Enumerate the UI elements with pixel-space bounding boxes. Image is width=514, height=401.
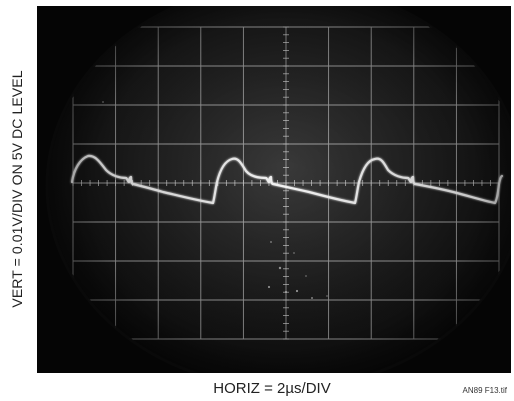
crt-bezel-edge (45, 6, 511, 373)
crt-vignette (47, 6, 511, 373)
vertical-scale-label: VERT = 0.01V/DIV ON 5V DC LEVEL (9, 70, 25, 308)
figure-id: AN89 F13.tif (462, 386, 507, 395)
oscilloscope-display (37, 6, 511, 373)
oscilloscope-screen-photo (37, 6, 511, 373)
horizontal-scale-label: HORIZ = 2µs/DIV (213, 380, 331, 397)
